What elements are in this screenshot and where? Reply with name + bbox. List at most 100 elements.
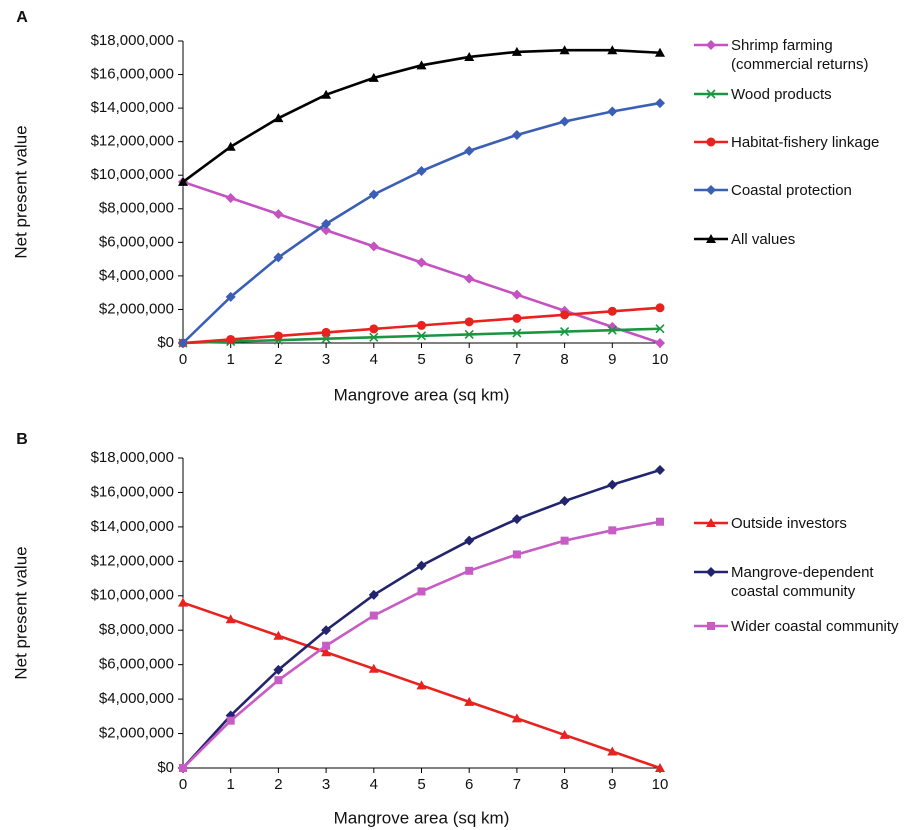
panel-label: B [16,431,28,448]
y-tick-label: $0 [157,334,174,351]
marker [655,763,665,772]
marker [706,137,716,147]
marker [511,129,522,140]
marker [273,664,284,675]
y-tick-label: $6,000,000 [99,656,174,673]
marker [512,328,522,338]
legend-label: All values [731,231,796,248]
marker [656,517,664,526]
marker [607,746,618,756]
marker [273,252,284,263]
marker [322,641,331,650]
legend-item: Wider coastal community [693,617,909,636]
marker [607,306,617,316]
x-tick-label: 6 [465,351,473,368]
marker [607,479,618,490]
marker [416,680,427,690]
legend-swatch [694,40,728,50]
y-tick-label: $6,000,000 [99,233,174,250]
marker [225,614,236,624]
legend-label: Wood products [731,86,832,103]
marker [321,647,332,657]
marker [706,89,716,99]
marker [179,764,187,772]
x-tick-label: 8 [560,776,568,793]
marker [706,234,716,243]
marker [655,47,665,57]
marker [559,496,570,507]
x-tick-label: 9 [608,351,616,368]
legend-item: Mangrove-dependent coastal community [693,563,909,601]
marker [225,291,236,302]
legend-label: Mangrove-dependent coastal community [731,564,874,600]
legend-item: Shrimp farming (commercial returns) [693,36,909,74]
marker [464,51,475,61]
y-tick-label: $18,000,000 [91,449,174,466]
marker [559,45,570,55]
x-tick-label: 10 [652,776,669,793]
legend-swatch [694,518,728,527]
marker [607,106,618,117]
marker [225,193,236,204]
series [178,465,665,773]
marker [707,622,715,630]
series [178,303,665,348]
x-tick-label: 0 [179,776,187,793]
marker [464,145,475,156]
marker [369,611,378,620]
marker [369,324,379,334]
y-tick-label: $0 [157,759,174,776]
marker [655,324,665,334]
y-tick-label: $12,000,000 [91,133,174,150]
legend-item: Habitat-fishery linkage [693,133,909,152]
series-line [182,101,661,344]
y-tick-label: $4,000,000 [99,267,174,284]
marker [560,536,569,545]
x-tick-label: 3 [322,351,330,368]
x-tick-label: 1 [227,351,235,368]
marker [560,310,570,320]
marker [225,141,236,151]
legend-label: Habitat-fishery linkage [731,134,880,151]
legend-swatch [694,185,728,195]
legend-label: Shrimp farming (commercial returns) [731,37,869,73]
marker [416,60,427,70]
marker [226,716,235,725]
legend-label: Wider coastal community [731,618,899,635]
marker [511,46,522,56]
legend-item: Outside investors [693,514,909,533]
legend-label: Coastal protection [731,182,852,199]
series [178,98,665,348]
marker [706,567,716,577]
legend-label: Outside investors [731,515,847,532]
legend-swatch [694,622,728,630]
marker [465,566,474,575]
x-tick-label: 3 [322,776,330,793]
x-tick-label: 2 [274,351,282,368]
y-axis-label: Net present value [11,546,30,679]
x-tick-label: 10 [652,351,669,368]
marker [273,630,284,640]
marker [655,465,665,476]
y-tick-label: $8,000,000 [99,200,174,217]
y-tick-label: $4,000,000 [99,690,174,707]
x-tick-label: 5 [417,776,425,793]
marker [559,116,570,127]
x-tick-label: 4 [370,776,378,793]
marker [321,225,332,236]
legend-item: All values [693,230,909,249]
x-tick-label: 8 [560,351,568,368]
legend-item: Coastal protection [693,181,909,200]
x-tick-label: 4 [370,351,378,368]
marker [512,550,521,559]
marker [321,625,332,636]
marker [321,218,332,229]
panel-label: A [16,9,28,26]
marker [416,560,427,571]
x-axis-label: Mangrove area (sq km) [334,385,510,404]
marker [226,334,236,344]
legend-swatch [694,89,728,99]
marker [464,535,475,546]
